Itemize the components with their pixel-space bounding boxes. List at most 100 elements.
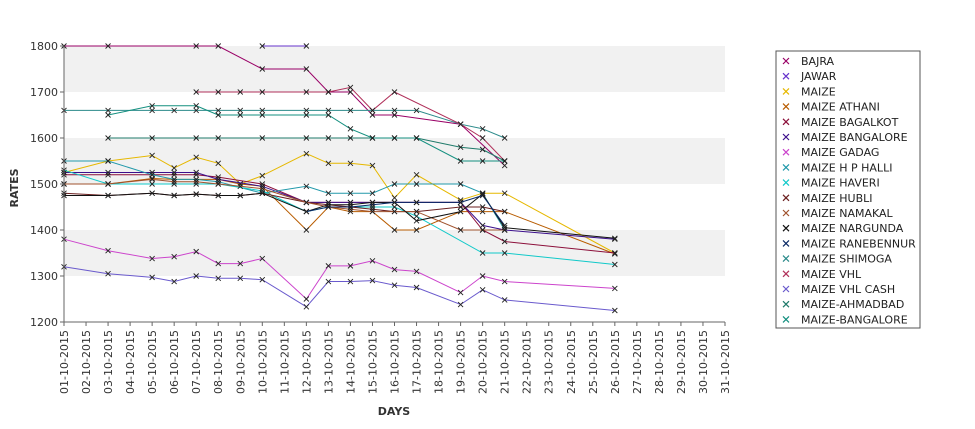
data-point (259, 185, 266, 192)
data-point (325, 135, 332, 141)
data-point (501, 158, 508, 164)
y-tick-label: 1700 (30, 86, 58, 99)
series-line (64, 177, 615, 255)
data-point (105, 43, 111, 49)
x-tick-label: 10-10-2015 (256, 330, 269, 394)
data-point (391, 112, 398, 118)
data-point (105, 135, 111, 141)
legend-label: MAIZE VHL CASH (801, 283, 895, 296)
series-line (64, 160, 506, 231)
data-point (413, 208, 420, 215)
data-point (457, 121, 464, 128)
data-point (369, 258, 376, 264)
data-point (612, 250, 618, 256)
data-point (457, 204, 464, 210)
data-point (215, 135, 222, 141)
data-point (259, 276, 266, 283)
legend-marker (782, 148, 790, 156)
x-tick-label: 30-10-2015 (697, 330, 710, 394)
data-point (237, 112, 244, 118)
data-point (347, 135, 354, 141)
legend-label: MAIZE ATHANI (801, 101, 880, 114)
data-point (369, 107, 376, 114)
data-point (215, 181, 222, 187)
data-point (193, 248, 200, 255)
data-point (237, 260, 244, 267)
data-point (105, 247, 111, 254)
data-point (259, 43, 266, 49)
data-point (391, 204, 398, 210)
data-point (347, 107, 354, 114)
data-point (259, 190, 266, 197)
data-point (105, 171, 111, 178)
data-point (501, 222, 508, 229)
data-point (325, 112, 332, 118)
legend-marker (782, 118, 790, 126)
data-point (612, 236, 618, 243)
x-tick-label: 13-10-2015 (322, 330, 335, 394)
data-point (457, 181, 464, 187)
data-point (171, 178, 177, 185)
data-point (501, 135, 508, 141)
x-tick-label: 16-10-2015 (389, 330, 402, 394)
data-point (479, 250, 486, 256)
legend-box (775, 50, 921, 329)
data-point (193, 273, 200, 279)
data-point (347, 204, 354, 210)
data-point (391, 199, 398, 206)
data-point (215, 260, 222, 267)
data-point (413, 227, 420, 233)
data-point (149, 255, 155, 262)
data-point (171, 169, 177, 176)
x-tick-label: 15-10-2015 (366, 330, 379, 394)
data-point (215, 89, 222, 95)
data-point (479, 135, 486, 141)
data-point (479, 158, 486, 164)
data-point (347, 206, 354, 213)
x-tick-label: 06-10-2015 (168, 330, 181, 394)
data-point (413, 268, 420, 275)
data-point (391, 227, 398, 233)
data-point (193, 107, 200, 114)
data-point (501, 297, 508, 303)
data-point (479, 273, 486, 279)
x-tick-label: 11-10-2015 (278, 330, 291, 394)
legend-label: MAIZE HAVERI (801, 177, 880, 190)
data-point (259, 255, 266, 262)
series-line (108, 137, 505, 162)
y-axis-title: RATES (8, 168, 21, 207)
y-tick-label: 1500 (30, 178, 58, 191)
data-point (413, 181, 420, 187)
data-point (215, 275, 222, 282)
data-point (479, 125, 486, 132)
data-point (369, 112, 376, 118)
data-point (193, 169, 200, 176)
data-point (457, 289, 464, 296)
data-point (479, 222, 486, 229)
data-point (325, 89, 332, 95)
legend-label: MAIZE BAGALKOT (801, 116, 899, 129)
data-point (303, 135, 310, 141)
data-point (171, 181, 177, 187)
x-tick-label: 27-10-2015 (631, 330, 644, 394)
data-point (259, 112, 266, 118)
y-tick-label: 1300 (30, 270, 58, 283)
legend-label: MAIZE BANGALORE (801, 131, 908, 144)
data-point (325, 204, 332, 210)
data-point (501, 162, 508, 169)
data-point (457, 208, 464, 215)
data-point (149, 274, 155, 281)
data-point (369, 277, 376, 284)
legend-marker (782, 209, 790, 217)
x-tick-label: 19-10-2015 (455, 330, 468, 394)
data-point (237, 107, 244, 114)
legend-marker (782, 179, 790, 187)
data-point (391, 135, 398, 141)
data-point (413, 135, 420, 141)
legend-marker (782, 163, 790, 171)
data-point (479, 146, 486, 153)
data-point (259, 135, 266, 141)
data-point (149, 181, 155, 187)
data-point (391, 194, 398, 201)
